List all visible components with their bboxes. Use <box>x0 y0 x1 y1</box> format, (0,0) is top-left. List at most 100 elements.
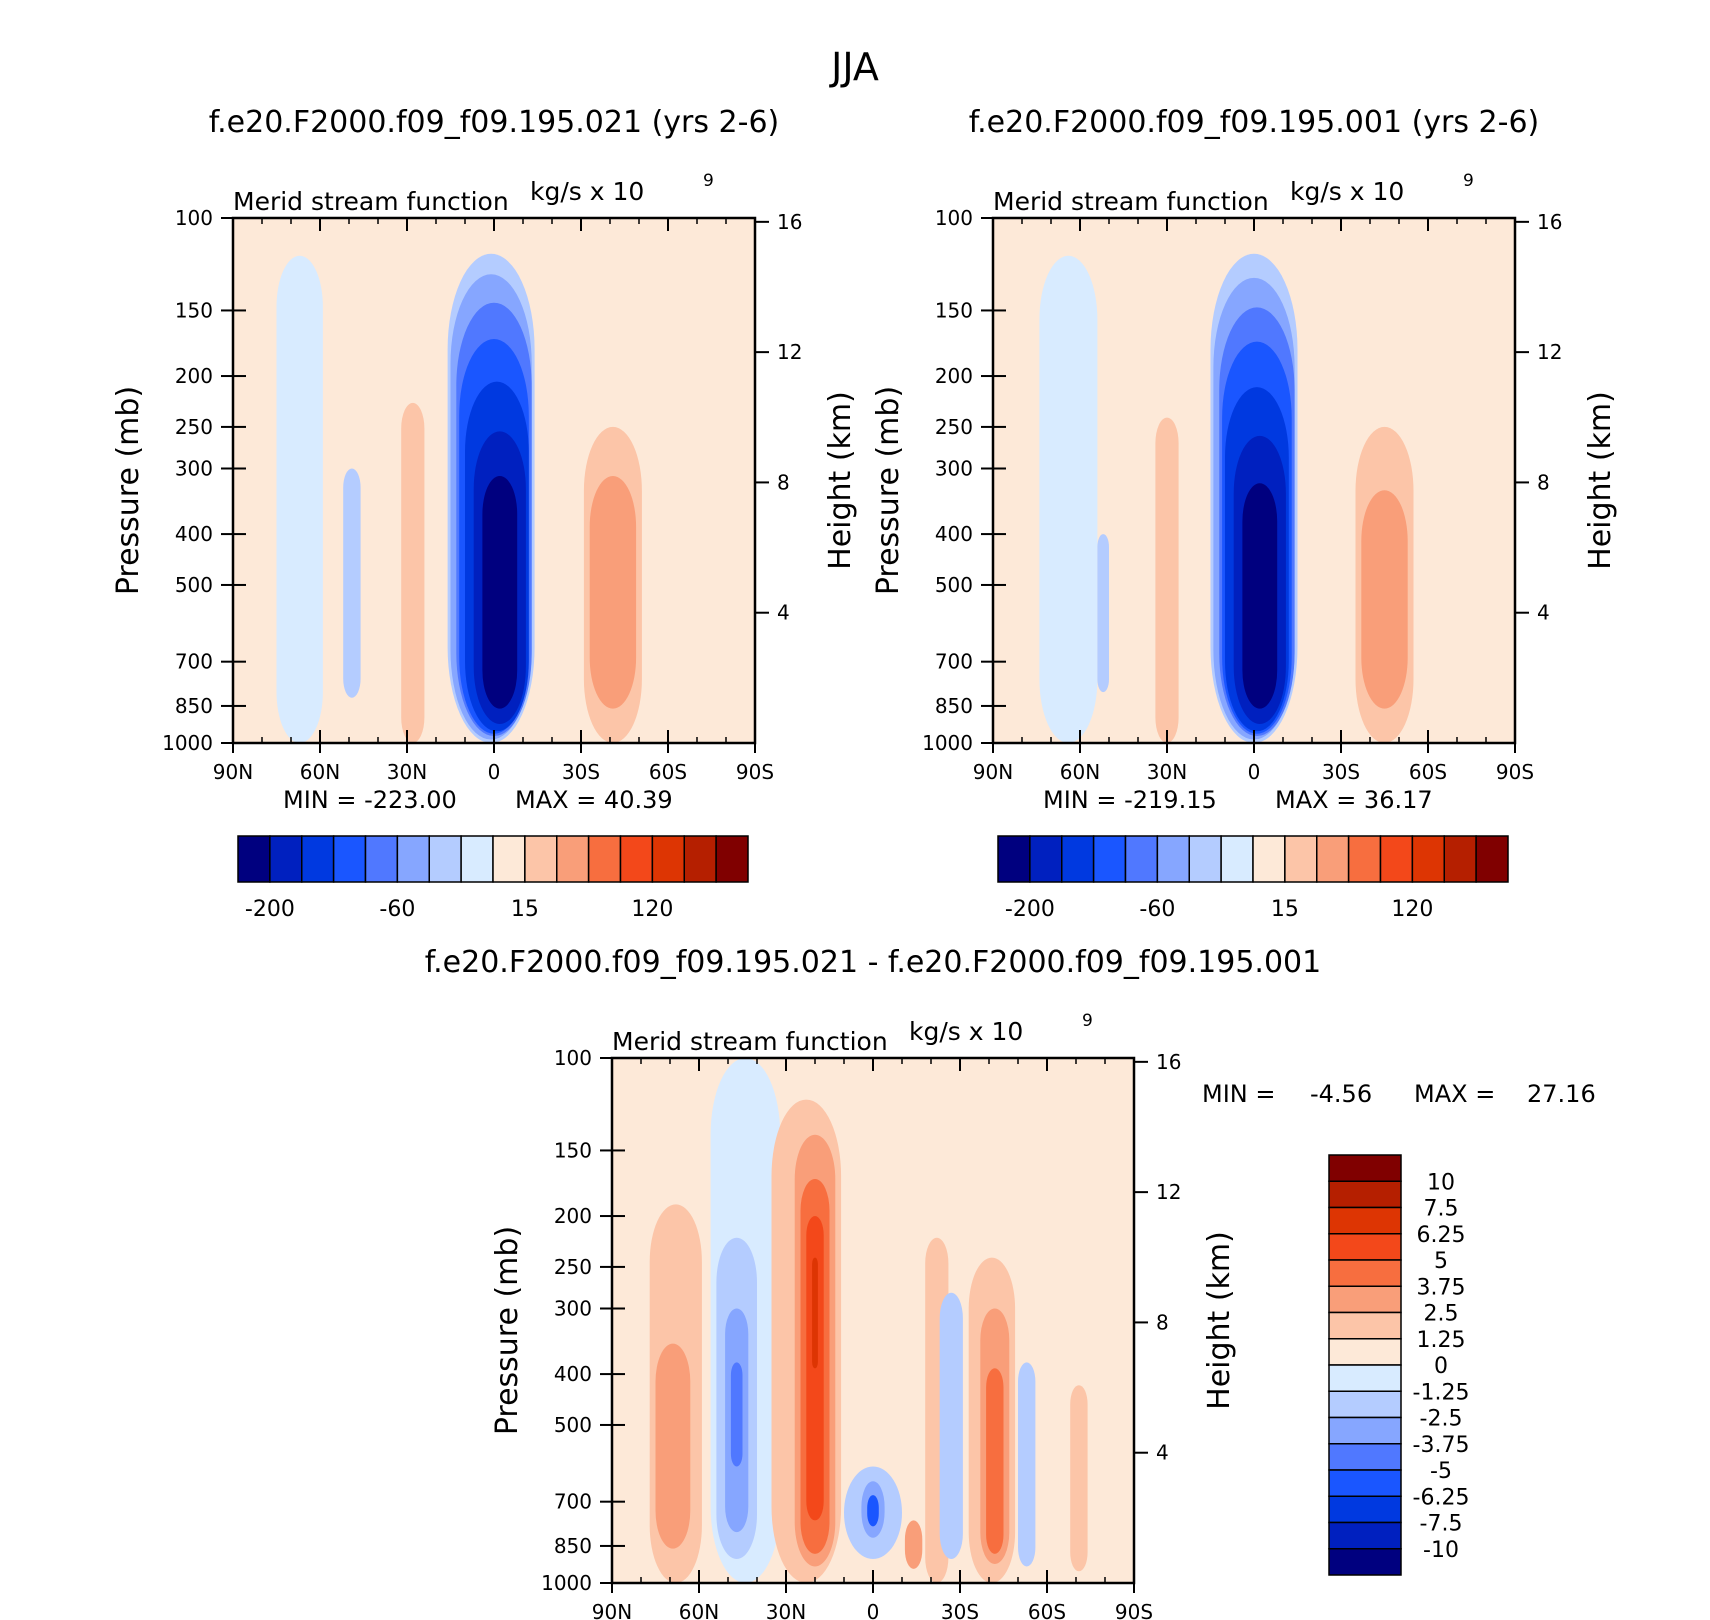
x-tick-label: 30N <box>1147 760 1187 784</box>
colorbar-label: 15 <box>511 897 539 922</box>
colorbar-label: 15 <box>1271 897 1299 922</box>
y-axis-label: Pressure (mb) <box>111 386 146 595</box>
x-tick-label: 90S <box>1115 1600 1153 1620</box>
colorbar-label: 10 <box>1427 1170 1455 1195</box>
colorbar-box <box>1124 835 1159 883</box>
colorbar-box <box>301 835 335 883</box>
colorbar-box <box>396 835 430 883</box>
x-tick-label: 60S <box>1028 1600 1066 1620</box>
y-tick-label: 850 <box>554 1534 592 1558</box>
y-tick-label: 400 <box>554 1362 592 1386</box>
contour-cell <box>867 1495 879 1527</box>
contour-cell <box>730 1362 743 1467</box>
x-tick-label: 0 <box>1248 760 1261 784</box>
subtitle-variable: Merid stream function <box>233 187 509 216</box>
y-tick-label: 100 <box>935 206 973 230</box>
colorbar-label: 5 <box>1434 1249 1448 1274</box>
colorbar-box <box>1328 1390 1402 1419</box>
colorbar-box <box>1328 1416 1402 1445</box>
y-tick-label: 150 <box>175 298 213 322</box>
colorbar-box <box>1284 835 1318 883</box>
colorbar-box <box>1029 835 1063 883</box>
y-tick-label: 250 <box>935 415 973 439</box>
contour-cell <box>1242 483 1278 709</box>
x-tick-label: 60N <box>679 1600 719 1620</box>
y-tick-label: 250 <box>175 415 213 439</box>
colorbar-box <box>1328 1311 1402 1340</box>
max-label: MAX = 40.39 <box>515 786 673 814</box>
y-tick-label: 200 <box>175 364 213 388</box>
min-label: MIN = -223.00 <box>283 786 457 814</box>
y-tick-label: 500 <box>935 573 973 597</box>
y2-tick-label: 8 <box>1156 1310 1169 1334</box>
y-tick-label: 100 <box>554 1046 592 1070</box>
colorbar-box <box>1061 835 1095 883</box>
colorbar-box <box>1328 1233 1402 1261</box>
x-tick-label: 30N <box>387 760 427 784</box>
x-tick-label: 30S <box>562 760 600 784</box>
colorbar-box <box>1156 835 1190 883</box>
colorbar: -200 -60 15 120 <box>997 835 1509 922</box>
y-tick-label: 500 <box>175 573 213 597</box>
colorbar-box <box>1328 1469 1402 1497</box>
contour-cell <box>986 1368 1004 1554</box>
y-tick-label: 1000 <box>922 731 973 755</box>
colorbar-box <box>1328 1154 1402 1182</box>
colorbar-label: -6.25 <box>1413 1485 1470 1510</box>
colorbar-box <box>1328 1206 1402 1235</box>
contour-field <box>233 218 755 743</box>
min-label: MIN = <box>1202 1080 1275 1108</box>
max-label: MAX = <box>1414 1080 1495 1108</box>
contour-cell <box>276 255 323 743</box>
colorbar-box <box>1411 835 1445 883</box>
colorbar-label: -1.25 <box>1413 1380 1470 1405</box>
colorbar-box <box>556 835 590 883</box>
y-tick-label: 150 <box>935 298 973 322</box>
contour-cell <box>1018 1362 1036 1567</box>
panel-control-001: f.e20.F2000.f09_f09.195.001 (yrs 2-6) Mer… <box>871 105 1618 922</box>
y-tick-label: 300 <box>935 456 973 480</box>
y2-tick-label: 4 <box>1537 601 1550 625</box>
colorbar-box <box>1328 1443 1402 1471</box>
y2-tick-label: 4 <box>777 601 790 625</box>
y-axis-label: Pressure (mb) <box>490 1226 525 1435</box>
colorbar-box <box>997 835 1031 883</box>
colorbar-box <box>524 835 558 883</box>
subtitle-units-exponent: 9 <box>1082 1011 1093 1031</box>
y2-tick-label: 4 <box>1156 1441 1169 1465</box>
colorbar-box <box>1328 1521 1402 1550</box>
colorbar-label: -10 <box>1423 1538 1459 1563</box>
y-tick-label: 850 <box>935 694 973 718</box>
colorbar-box <box>1328 1259 1402 1287</box>
colorbar-label: -7.5 <box>1420 1512 1463 1537</box>
colorbar-box <box>269 835 303 883</box>
contour-cell <box>904 1520 923 1569</box>
colorbar: -200 -60 15 120 <box>237 835 749 922</box>
x-tick-label: 30S <box>941 1600 979 1620</box>
x-tick-label: 60N <box>300 760 340 784</box>
contour-cell <box>401 402 425 743</box>
panel-title: f.e20.F2000.f09_f09.195.001 (yrs 2-6) <box>969 105 1539 140</box>
y2-tick-label: 12 <box>777 340 802 364</box>
colorbar-box <box>1328 1495 1402 1524</box>
colorbar-box <box>1347 835 1382 883</box>
x-tick-label: 90S <box>736 760 774 784</box>
max-label: MAX = 36.17 <box>1275 786 1433 814</box>
y2-tick-label: 16 <box>1156 1050 1181 1074</box>
y-tick-label: 200 <box>554 1204 592 1228</box>
y-tick-label: 850 <box>175 694 213 718</box>
colorbar-box <box>364 835 399 883</box>
colorbar-label: -200 <box>1005 897 1055 922</box>
colorbar-box <box>428 835 462 883</box>
y-tick-label: 700 <box>175 650 213 674</box>
y-tick-label: 300 <box>175 456 213 480</box>
subtitle-units: kg/s x 10 <box>909 1017 1023 1046</box>
contour-cell <box>1097 534 1109 693</box>
y-tick-label: 400 <box>175 522 213 546</box>
panel-title: f.e20.F2000.f09_f09.195.021 - f.e20.F200… <box>425 945 1321 980</box>
subtitle-units: kg/s x 10 <box>530 177 644 206</box>
x-tick-label: 0 <box>867 1600 880 1620</box>
x-tick-label: 30S <box>1322 760 1360 784</box>
contour-field <box>993 218 1515 743</box>
colorbar-box <box>1328 1338 1402 1366</box>
